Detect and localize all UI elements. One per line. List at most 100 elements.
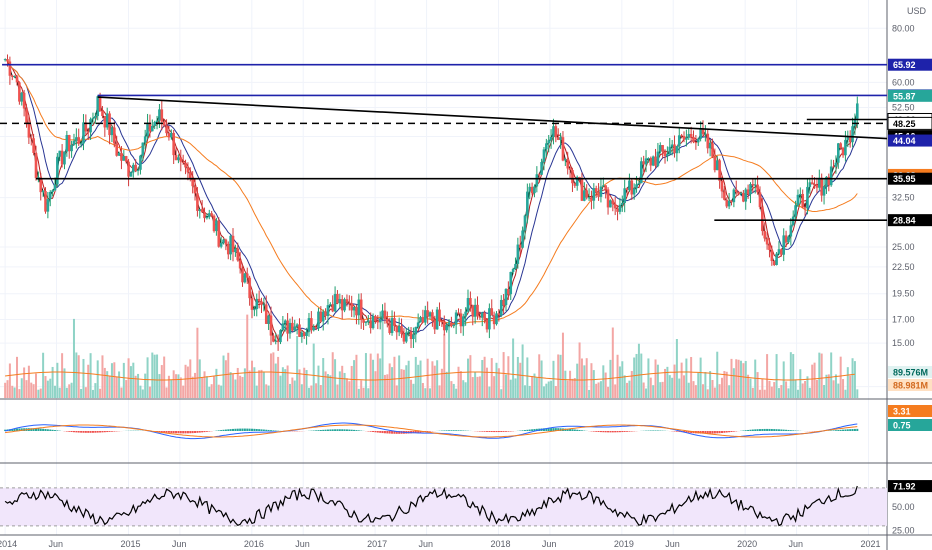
- candle-body: [656, 151, 660, 166]
- candle-body: [490, 308, 494, 316]
- macd-histogram-bar: [856, 428, 859, 431]
- macd-histogram-bar: [443, 430, 446, 431]
- volume-bar: [751, 387, 754, 398]
- candle-body: [241, 268, 244, 283]
- candle-body: [587, 197, 591, 199]
- candle-body: [359, 299, 363, 320]
- volume-bar: [179, 377, 182, 398]
- candle-body: [27, 122, 31, 138]
- macd-histogram-bar: [604, 431, 607, 433]
- volume-bar: [694, 385, 697, 398]
- candle-body: [846, 136, 850, 140]
- candle-body: [469, 298, 472, 306]
- volume-bar: [692, 381, 695, 398]
- candle-body: [694, 142, 698, 144]
- volume-bar: [599, 381, 602, 398]
- macd-histogram-bar: [690, 431, 693, 433]
- candle-body: [670, 144, 674, 147]
- candle-body: [537, 174, 541, 176]
- candle-body: [115, 143, 119, 156]
- macd-histogram-bar: [526, 429, 529, 431]
- volume-bar: [680, 362, 683, 398]
- candle-body: [274, 340, 278, 342]
- candle-body: [222, 239, 225, 243]
- macd-histogram-bar: [175, 431, 178, 434]
- volume-bar: [129, 366, 132, 398]
- candle-body: [117, 152, 121, 156]
- macd-histogram-bar: [42, 428, 45, 431]
- candle-body: [625, 188, 629, 190]
- candle-body: [421, 317, 425, 323]
- volume-bar: [675, 339, 678, 398]
- macd-histogram-bar: [732, 431, 735, 432]
- candle-body: [255, 298, 259, 310]
- candle-body: [559, 137, 562, 140]
- candle-body: [813, 184, 816, 186]
- candle-body: [374, 316, 377, 321]
- volume-bar: [277, 356, 280, 398]
- candle-body: [602, 185, 605, 187]
- volume-bar: [27, 365, 30, 398]
- volume-bar: [443, 334, 446, 398]
- candle-body: [319, 311, 323, 322]
- volume-bar: [331, 352, 334, 398]
- volume-bar: [77, 355, 80, 398]
- volume-bar: [156, 354, 159, 398]
- macd-histogram-bar: [258, 429, 261, 431]
- volume-bar: [227, 352, 230, 398]
- candle-body: [556, 137, 560, 140]
- volume-bar: [246, 314, 249, 398]
- candle-body: [677, 135, 681, 146]
- candle-body: [730, 200, 733, 203]
- volume-ma-badge-bg: [888, 379, 932, 391]
- volume-bar: [362, 387, 365, 398]
- horizontal-levels[interactable]: [0, 63, 888, 221]
- volume-bar: [241, 376, 244, 398]
- candle-body: [158, 109, 161, 121]
- volume-bar: [20, 378, 23, 398]
- volume-bar: [87, 364, 90, 398]
- time-tick-label: 2021: [860, 539, 880, 549]
- candle-body: [6, 59, 9, 62]
- candle-body: [566, 158, 570, 169]
- candle-body: [651, 156, 655, 166]
- volume-bar: [846, 367, 849, 398]
- candle-body: [98, 96, 102, 111]
- candle-body: [620, 203, 624, 205]
- candle-body: [172, 132, 175, 156]
- candle-body: [523, 215, 527, 231]
- macd-histogram-bar: [99, 431, 102, 433]
- candle-body: [630, 180, 634, 195]
- macd-histogram-bar: [723, 431, 726, 433]
- macd-histogram-bar: [44, 429, 47, 431]
- volume-bar: [571, 378, 574, 398]
- volume-bar: [4, 382, 7, 398]
- candle-body: [404, 332, 408, 342]
- candle-body: [509, 271, 513, 295]
- macd-histogram-bar: [542, 428, 545, 431]
- volume-bar: [609, 359, 612, 398]
- macd-histogram-bar: [566, 428, 569, 431]
- candle-body: [431, 312, 434, 321]
- volume-bar: [186, 366, 189, 398]
- macd-badge: 3.31: [893, 407, 911, 417]
- macd-histogram-bar: [528, 429, 531, 431]
- volume-bar: [545, 383, 548, 398]
- candle-body: [599, 186, 603, 197]
- macd-histogram-bar: [338, 429, 341, 431]
- macd-histogram-bar: [504, 431, 507, 432]
- macd-hist-badge-bg: [888, 419, 932, 431]
- candle-body: [848, 136, 852, 143]
- candle-body: [542, 149, 546, 162]
- macd-histogram-bar: [203, 431, 206, 433]
- volume-bar: [770, 386, 773, 398]
- volume-bar: [296, 335, 299, 398]
- candle-body: [167, 133, 171, 138]
- candle-body: [687, 133, 691, 138]
- candle-body: [521, 230, 524, 248]
- price-badge-bg: [887, 116, 932, 130]
- volume-bar: [32, 384, 35, 398]
- candle-body: [136, 169, 140, 171]
- macd-histogram-bar: [167, 431, 170, 433]
